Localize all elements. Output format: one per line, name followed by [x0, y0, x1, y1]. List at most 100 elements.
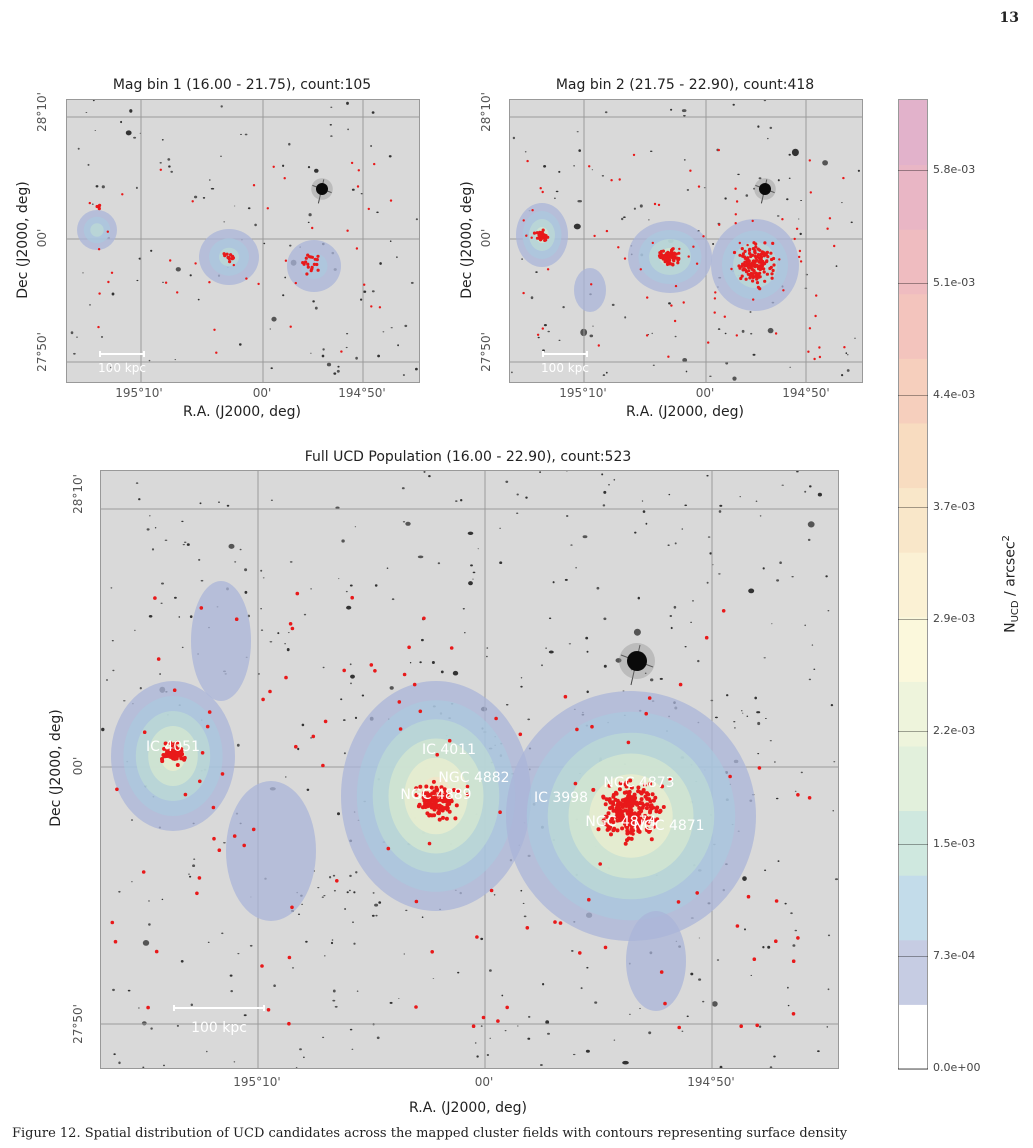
ucd-point	[662, 257, 667, 261]
ucd-point	[814, 314, 817, 318]
ucd-point	[373, 669, 377, 673]
ucd-point	[154, 949, 159, 954]
background-galaxy	[714, 716, 718, 719]
background-galaxy	[470, 564, 473, 567]
y-axis-label: Dec (J2000, deg)	[459, 181, 475, 299]
ucd-point	[644, 711, 648, 716]
colorbar-tick-mark	[898, 507, 928, 508]
ucd-point	[306, 253, 310, 257]
ucd-point	[635, 802, 640, 807]
background-galaxy	[674, 542, 677, 545]
ucd-point	[625, 825, 630, 830]
ucd-point	[213, 328, 216, 331]
background-galaxy	[670, 108, 673, 111]
background-galaxy	[349, 663, 352, 666]
background-galaxy	[197, 298, 200, 301]
background-galaxy	[239, 548, 242, 551]
ucd-point	[646, 296, 649, 299]
ucd-point	[227, 255, 231, 260]
background-galaxy	[573, 165, 575, 167]
background-galaxy	[297, 913, 301, 915]
density-contour	[226, 781, 316, 921]
galaxy-label: NGC 4873	[603, 775, 674, 791]
colorbar-gradient	[899, 100, 927, 1070]
colorbar-tick-mark	[898, 844, 928, 845]
background-galaxy	[637, 596, 640, 600]
ucd-point	[252, 184, 256, 187]
ucd-point	[637, 811, 642, 815]
ucd-point	[751, 219, 754, 223]
ucd-point	[623, 808, 628, 813]
ucd-point	[251, 827, 256, 832]
background-galaxy	[336, 369, 340, 373]
background-galaxy	[692, 600, 694, 602]
background-galaxy	[322, 1036, 325, 1039]
ucd-point	[346, 229, 349, 232]
background-galaxy	[767, 327, 774, 334]
ucd-point	[677, 251, 681, 255]
ucd-point	[808, 159, 811, 162]
xtick-label: 195°10'	[559, 386, 607, 400]
ucd-point	[432, 813, 437, 818]
background-galaxy	[748, 588, 755, 594]
ucd-point	[620, 809, 624, 814]
background-galaxy	[486, 1054, 490, 1056]
background-galaxy	[613, 478, 616, 481]
background-galaxy	[101, 727, 105, 732]
galaxy-label: IC 3998	[534, 790, 588, 806]
ucd-point	[769, 251, 773, 255]
background-galaxy	[131, 881, 133, 883]
background-galaxy	[745, 194, 749, 197]
xtick-label: 195°10'	[233, 1075, 281, 1089]
background-galaxy	[341, 539, 345, 543]
background-galaxy	[758, 1025, 762, 1028]
ucd-point	[437, 807, 442, 812]
background-galaxy	[742, 876, 747, 881]
ucd-point	[603, 814, 608, 819]
background-galaxy	[576, 131, 579, 133]
x-axis-label: R.A. (J2000, deg)	[183, 404, 301, 420]
ucd-point	[335, 879, 339, 883]
ucd-point	[746, 263, 750, 267]
background-galaxy	[345, 346, 348, 349]
ucd-point	[649, 803, 654, 808]
background-galaxy	[286, 648, 290, 652]
background-galaxy	[644, 672, 647, 674]
background-galaxy	[350, 682, 352, 685]
background-galaxy	[807, 521, 815, 528]
ucd-point	[439, 792, 444, 797]
ucd-point	[441, 815, 445, 820]
background-galaxy	[123, 700, 126, 702]
ucd-point	[746, 894, 751, 899]
background-galaxy	[188, 873, 190, 875]
background-galaxy	[642, 510, 646, 513]
background-galaxy	[346, 333, 349, 335]
background-galaxy	[709, 375, 712, 377]
background-galaxy	[91, 203, 94, 205]
ucd-point	[798, 255, 801, 259]
background-galaxy	[719, 1065, 723, 1068]
background-galaxy	[310, 588, 312, 590]
background-galaxy	[811, 644, 814, 646]
ucd-point	[200, 751, 205, 755]
background-galaxy	[548, 650, 554, 654]
ucd-point	[304, 260, 308, 264]
background-galaxy	[390, 327, 393, 329]
ucd-point	[750, 253, 754, 257]
ucd-point	[98, 203, 102, 207]
ucd-point	[637, 829, 642, 834]
ucd-point	[289, 325, 292, 328]
ucd-point	[678, 247, 681, 251]
sky-map-mag-bin-1: 100 kpc	[66, 99, 420, 383]
background-galaxy	[149, 515, 151, 517]
background-galaxy	[282, 164, 285, 167]
background-galaxy	[649, 150, 653, 152]
background-galaxy	[389, 1001, 393, 1004]
colorbar-band	[899, 423, 927, 489]
background-galaxy	[332, 874, 336, 877]
ucd-point	[632, 153, 636, 157]
ucd-point	[427, 841, 432, 846]
background-galaxy	[181, 646, 184, 649]
background-galaxy	[468, 581, 473, 586]
background-galaxy	[854, 337, 856, 339]
